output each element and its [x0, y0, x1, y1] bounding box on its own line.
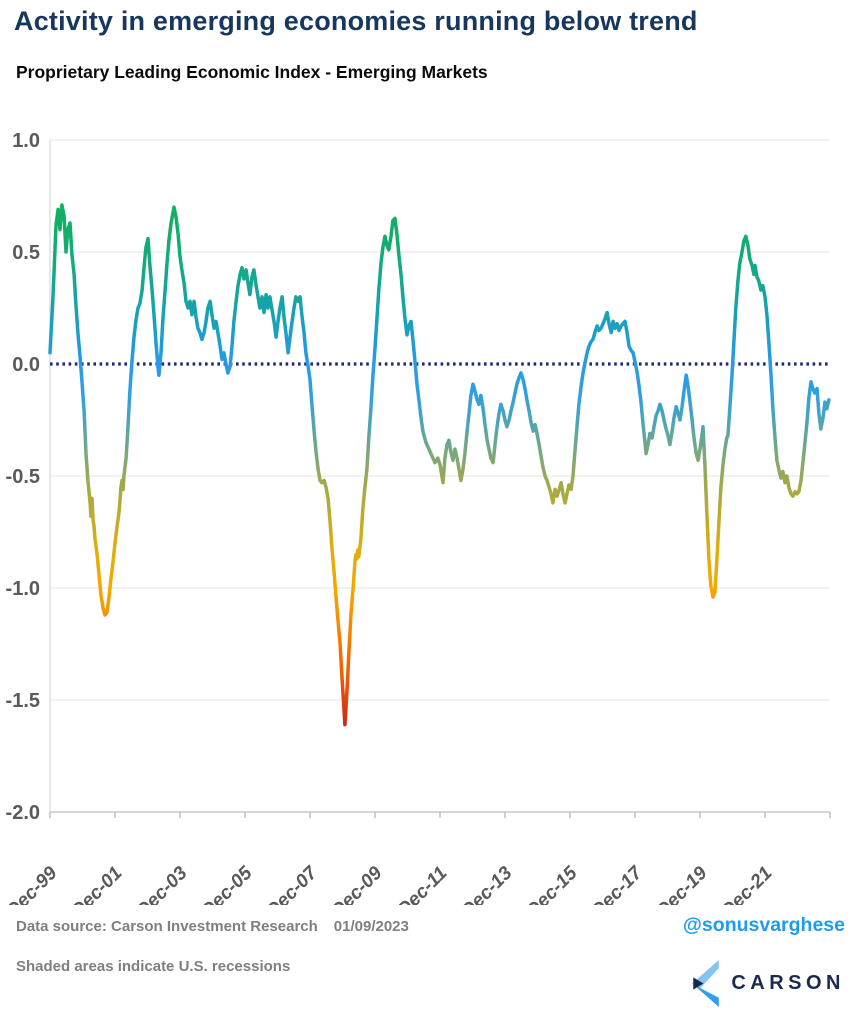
x-tick-label: Dec-11 — [394, 863, 452, 905]
y-tick-label: 1.0 — [12, 130, 40, 152]
x-tick-label: Dec-15 — [523, 862, 582, 905]
x-tick-label: Dec-13 — [458, 862, 517, 905]
x-tick-label: Dec-09 — [328, 862, 387, 905]
x-tick-label: Dec-07 — [263, 862, 323, 905]
x-tick-label: Dec-01 — [68, 863, 127, 905]
x-tick-label: Dec-03 — [133, 862, 192, 905]
x-tick-label: Dec-19 — [653, 862, 712, 905]
x-tick-label: Dec-17 — [588, 862, 648, 905]
y-tick-label: 0.5 — [12, 242, 40, 264]
y-tick-label: -1.0 — [6, 578, 40, 600]
y-tick-label: -2.0 — [6, 802, 40, 824]
y-tick-label: -1.5 — [6, 690, 40, 712]
carson-brand-text: CARSON — [731, 972, 845, 994]
twitter-handle[interactable]: @sonusvarghese — [682, 914, 845, 936]
carson-logo-mark-icon — [692, 960, 720, 1007]
x-tick-label: Dec-99 — [3, 862, 62, 905]
recession-note: Shaded areas indicate U.S. recessions — [16, 958, 291, 975]
x-tick-label: Dec-05 — [198, 862, 257, 905]
y-tick-label: -0.5 — [6, 466, 40, 488]
x-tick-label: Dec-21 — [718, 863, 777, 905]
carson-logo: CARSON — [692, 960, 845, 1007]
y-tick-label: 0.0 — [12, 354, 40, 376]
chart-title: Proprietary Leading Economic Index - Eme… — [16, 62, 488, 82]
data-source-text: Data source: Carson Investment Research — [16, 918, 318, 935]
page-title: Activity in emerging economies running b… — [14, 6, 698, 36]
lei-line-path — [48, 203, 831, 727]
chart-date: 01/09/2023 — [333, 918, 409, 935]
data-source-line: Data source: Carson Investment Research 0… — [16, 918, 409, 935]
